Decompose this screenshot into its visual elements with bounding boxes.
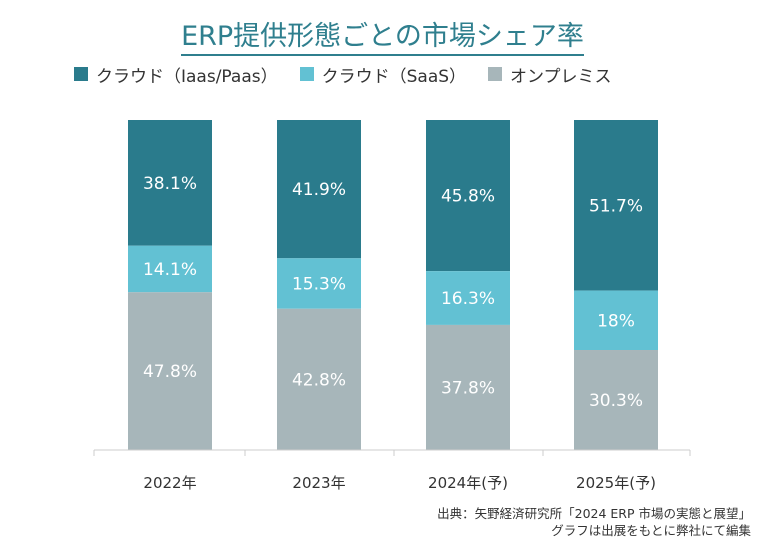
bar-segment-1-0 <box>277 120 361 259</box>
data-label-2-0: 45.8% <box>441 187 495 207</box>
source-line-1: 出典：矢野経済研究所「2024 ERP 市場の実態と展望」 <box>437 506 751 521</box>
category-label-1: 2023年 <box>292 474 345 492</box>
category-label-0: 2022年 <box>143 474 196 492</box>
legend-item-iaas-paas: クラウド（Iaas/Paas） <box>74 62 278 87</box>
data-label-1-1: 15.3% <box>292 275 346 295</box>
legend-swatch-iaas-paas <box>74 67 88 81</box>
chart-title: ERP提供形態ごとの市場シェア率 <box>0 14 765 56</box>
bar-segment-2-0 <box>426 120 510 272</box>
legend-swatch-on-premise <box>488 67 503 81</box>
data-label-0-1: 14.1% <box>143 260 197 280</box>
category-label-2: 2024年(予) <box>428 474 508 492</box>
data-label-0-2: 47.8% <box>143 362 197 382</box>
bar-segment-3-2 <box>574 350 658 450</box>
bar-segment-0-1 <box>128 245 212 293</box>
bar-segment-3-1 <box>574 290 658 351</box>
bar-segment-0-2 <box>128 292 212 450</box>
data-label-1-0: 41.9% <box>292 180 346 200</box>
bar-segment-0-0 <box>128 120 212 246</box>
bar-segment-2-1 <box>426 271 510 325</box>
legend: クラウド（Iaas/Paas） クラウド（SaaS） オンプレミス <box>74 62 634 87</box>
bar-segment-2-2 <box>426 324 510 450</box>
category-label-3: 2025年(予) <box>576 474 656 492</box>
legend-label-saas: クラウド（SaaS） <box>321 66 467 87</box>
bar-segment-1-2 <box>277 308 361 450</box>
source-line-2: グラフは出展をもとに弊社にて編集 <box>551 523 751 538</box>
bar-segment-1-1 <box>277 258 361 309</box>
data-label-3-2: 30.3% <box>589 391 643 411</box>
data-label-0-0: 38.1% <box>143 174 197 194</box>
source-note: 出典：矢野経済研究所「2024 ERP 市場の実態と展望」 グラフは出展をもとに… <box>437 505 751 539</box>
legend-swatch-saas <box>299 67 314 81</box>
bar-segment-3-0 <box>574 120 658 291</box>
legend-item-on-premise: オンプレミス <box>488 62 612 87</box>
data-label-1-2: 42.8% <box>292 370 346 390</box>
legend-label-on-premise: オンプレミス <box>510 66 612 87</box>
legend-item-saas: クラウド（SaaS） <box>299 62 467 87</box>
legend-label-iaas-paas: クラウド（Iaas/Paas） <box>96 66 278 87</box>
data-label-2-2: 37.8% <box>441 378 495 398</box>
data-label-3-1: 18% <box>597 311 635 331</box>
data-label-3-0: 51.7% <box>589 196 643 216</box>
data-label-2-1: 16.3% <box>441 289 495 309</box>
